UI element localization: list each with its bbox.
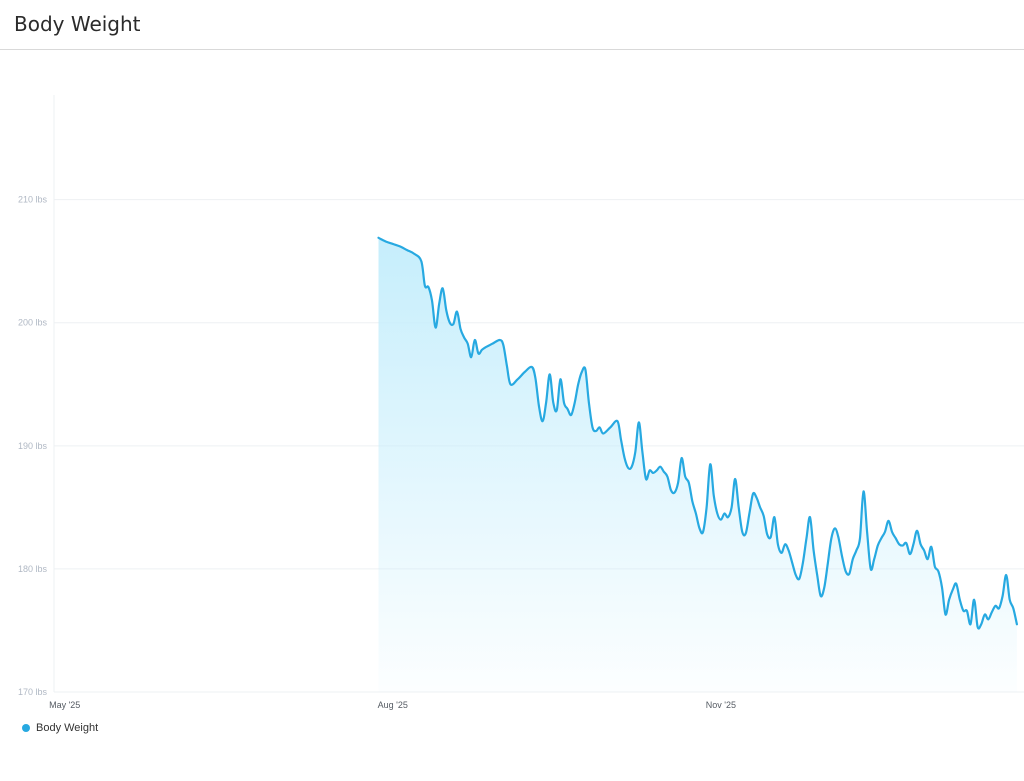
y-axis-ticks: 170 lbs 180 lbs 190 lbs 200 lbs 210 lbs xyxy=(18,195,48,697)
legend-marker xyxy=(22,724,30,732)
legend[interactable]: Body Weight xyxy=(22,722,98,734)
y-tick-label: 190 lbs xyxy=(18,441,48,451)
y-tick-label: 200 lbs xyxy=(18,318,48,328)
x-tick-label: May '25 xyxy=(49,700,80,710)
page-title: Body Weight xyxy=(14,12,141,36)
x-tick-label: Aug '25 xyxy=(378,700,408,710)
legend-label: Body Weight xyxy=(36,722,99,734)
body-weight-line[interactable] xyxy=(377,236,1018,630)
x-tick-label: Nov '25 xyxy=(706,700,736,710)
x-axis-ticks: May '25 Aug '25 Nov '25 xyxy=(49,700,736,710)
chart-header: Body Weight xyxy=(0,0,1024,50)
y-tick-label: 210 lbs xyxy=(18,195,48,205)
y-tick-label: 170 lbs xyxy=(18,687,48,697)
y-tick-label: 180 lbs xyxy=(18,564,48,574)
body-weight-area xyxy=(378,237,1017,693)
